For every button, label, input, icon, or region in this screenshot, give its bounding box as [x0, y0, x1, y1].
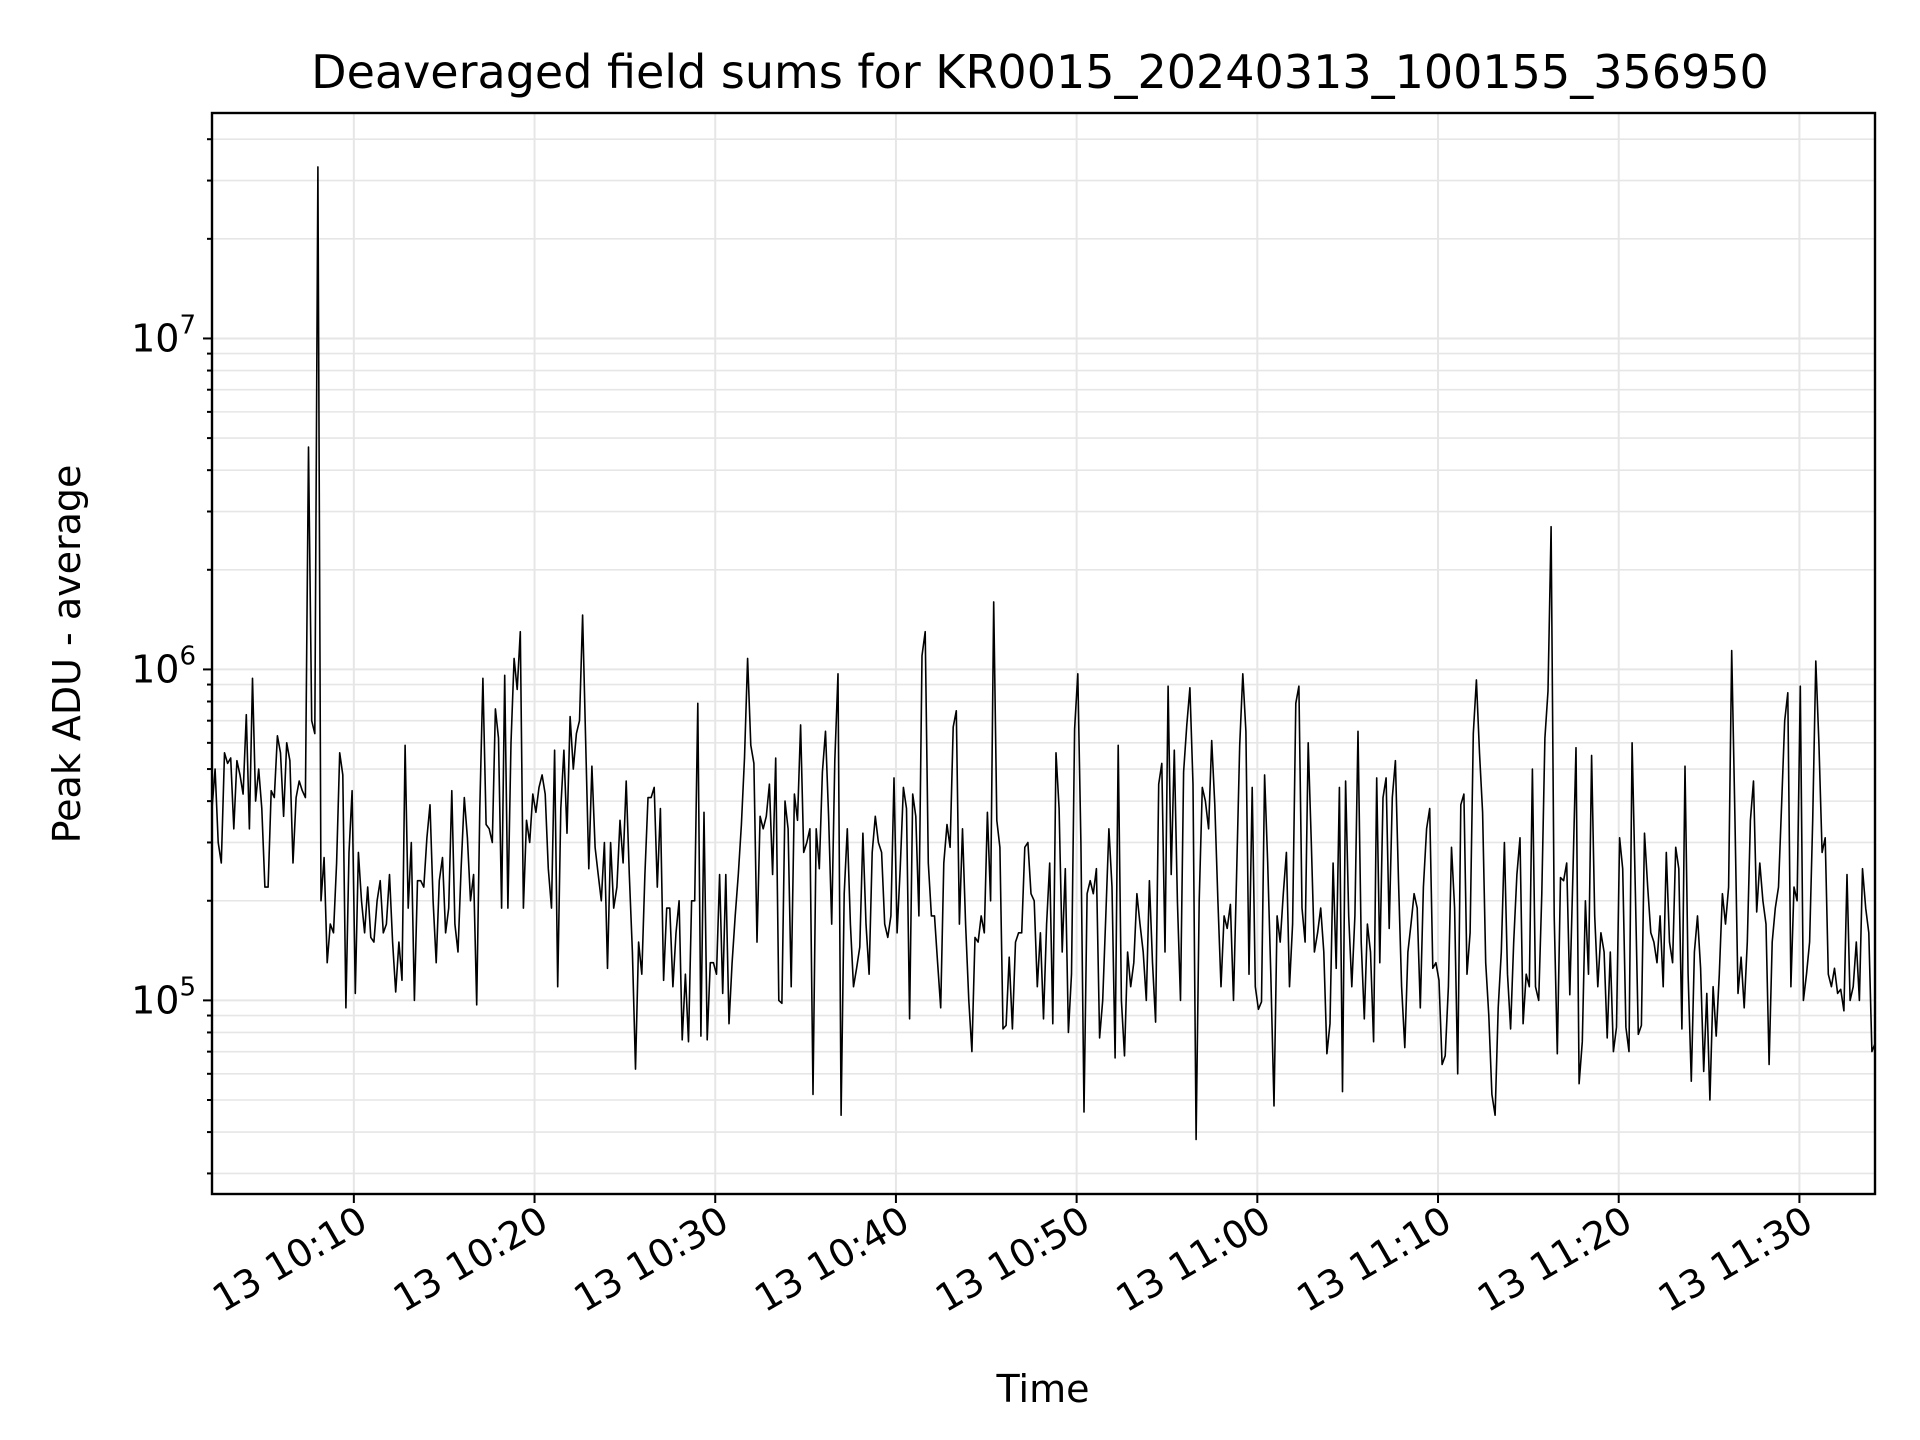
- grid: [212, 113, 1875, 1194]
- y-tick-label: 105: [131, 972, 196, 1022]
- y-tick-label: 107: [131, 310, 196, 360]
- x-axis-label: Time: [996, 1367, 1090, 1411]
- chart-title: Deaveraged field sums for KR0015_2024031…: [311, 45, 1769, 99]
- series-line: [211, 166, 1876, 1141]
- series-layer: [211, 166, 1876, 1141]
- y-tick-label: 106: [131, 641, 196, 691]
- plot-frame: [210, 111, 1877, 1196]
- y-axis: 105 106 107: [131, 138, 212, 1175]
- y-axis-label: Peak ADU - average: [45, 465, 89, 844]
